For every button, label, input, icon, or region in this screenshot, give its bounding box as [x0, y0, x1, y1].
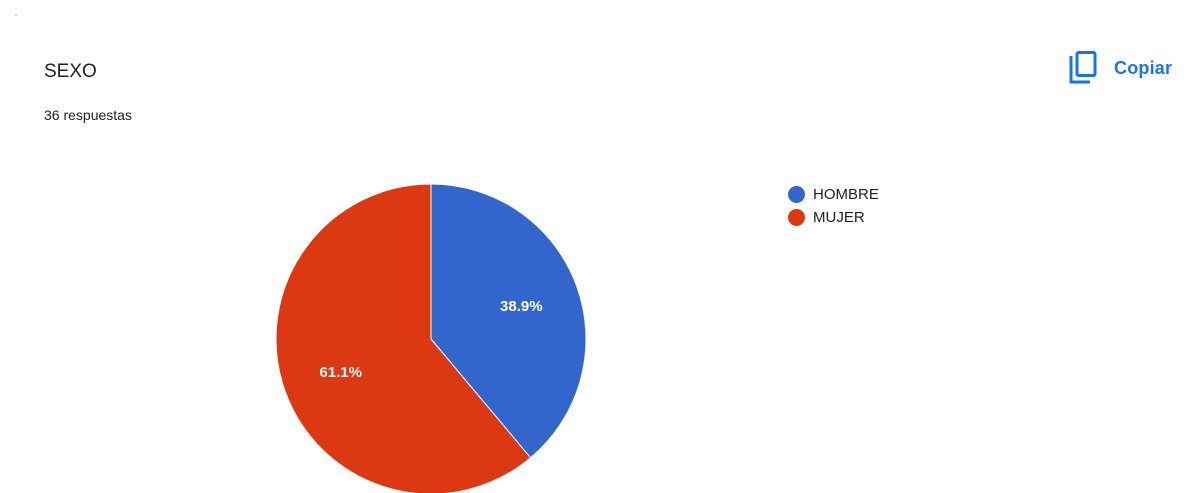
copy-button[interactable]: Copiar [1068, 50, 1172, 86]
legend-swatch-mujer [788, 209, 805, 226]
corner-mark [15, 14, 17, 16]
pie-label-mujer: 61.1% [319, 364, 362, 381]
chart-legend: HOMBRE MUJER [788, 183, 879, 229]
legend-item-hombre: HOMBRE [788, 183, 879, 206]
response-count: 36 respuestas [44, 107, 132, 123]
pie-label-hombre: 38.9% [500, 298, 543, 315]
pie-slice-mujer[interactable] [275, 183, 532, 493]
legend-item-mujer: MUJER [788, 206, 879, 229]
question-title: SEXO [44, 61, 97, 82]
copy-icon [1069, 51, 1097, 84]
copy-label: Copiar [1114, 57, 1173, 78]
legend-label-mujer: MUJER [813, 209, 865, 226]
pie-slice-hombre[interactable] [430, 183, 587, 459]
legend-swatch-hombre [788, 186, 805, 203]
legend-label-hombre: HOMBRE [813, 186, 879, 203]
